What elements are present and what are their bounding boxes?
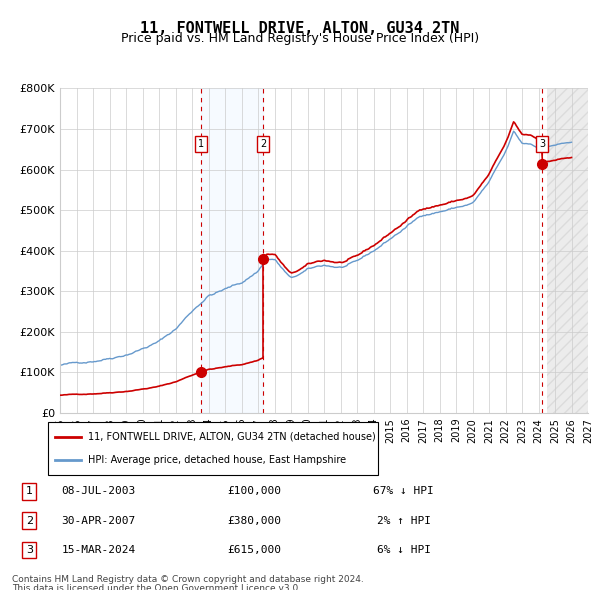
Text: 2: 2 (26, 516, 33, 526)
Text: 67% ↓ HPI: 67% ↓ HPI (373, 486, 434, 496)
Text: £100,000: £100,000 (227, 486, 281, 496)
Text: 15-MAR-2024: 15-MAR-2024 (61, 545, 136, 555)
Text: 1: 1 (197, 139, 203, 149)
FancyBboxPatch shape (48, 422, 378, 475)
Text: 2: 2 (260, 139, 266, 149)
Text: Price paid vs. HM Land Registry's House Price Index (HPI): Price paid vs. HM Land Registry's House … (121, 32, 479, 45)
Text: This data is licensed under the Open Government Licence v3.0.: This data is licensed under the Open Gov… (12, 584, 301, 590)
Bar (547, 88, 588, 413)
Text: 3: 3 (26, 545, 33, 555)
Text: £380,000: £380,000 (227, 516, 281, 526)
Text: 1: 1 (26, 486, 33, 496)
Text: 30-APR-2007: 30-APR-2007 (61, 516, 136, 526)
Text: 08-JUL-2003: 08-JUL-2003 (61, 486, 136, 496)
Text: 3: 3 (539, 139, 545, 149)
Text: 6% ↓ HPI: 6% ↓ HPI (377, 545, 431, 555)
Text: 11, FONTWELL DRIVE, ALTON, GU34 2TN (detached house): 11, FONTWELL DRIVE, ALTON, GU34 2TN (det… (88, 432, 376, 442)
Text: 11, FONTWELL DRIVE, ALTON, GU34 2TN: 11, FONTWELL DRIVE, ALTON, GU34 2TN (140, 21, 460, 35)
Bar (200, 88, 263, 413)
Text: £615,000: £615,000 (227, 545, 281, 555)
Text: Contains HM Land Registry data © Crown copyright and database right 2024.: Contains HM Land Registry data © Crown c… (12, 575, 364, 584)
Text: 2% ↑ HPI: 2% ↑ HPI (377, 516, 431, 526)
Text: HPI: Average price, detached house, East Hampshire: HPI: Average price, detached house, East… (88, 455, 346, 465)
